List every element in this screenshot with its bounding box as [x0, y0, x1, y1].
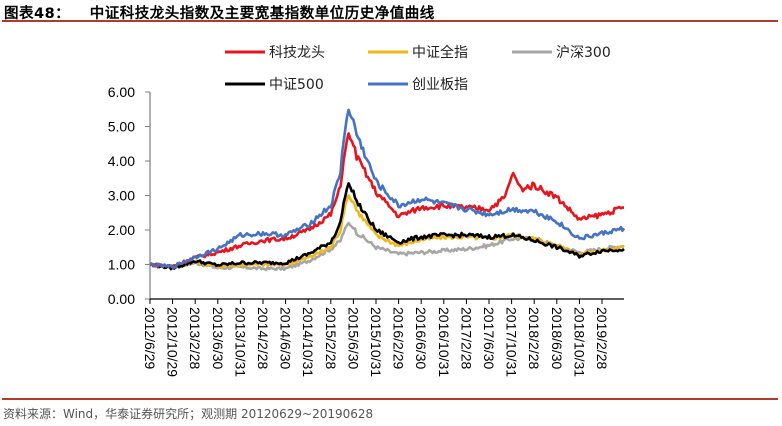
- x-tick-label: 2015/6/30: [345, 307, 361, 369]
- x-tick-label: 2019/2/28: [594, 307, 610, 369]
- x-tick-label: 2014/2/28: [255, 307, 271, 369]
- legend-label: 科技龙头: [269, 45, 325, 61]
- series-line-2: [148, 194, 625, 270]
- y-tick-label: 0.00: [108, 291, 135, 307]
- x-tick-label: 2017/6/30: [481, 307, 497, 369]
- x-tick-label: 2017/10/31: [504, 307, 520, 377]
- chart-legend: 科技龙头 中证全指 沪深300 中证500 创业板指: [225, 44, 611, 93]
- x-tick-label: 2016/10/31: [436, 307, 452, 377]
- series-line-3: [149, 182, 625, 271]
- figure-label: 图表48：: [4, 6, 71, 22]
- legend-label: 创业板指: [412, 77, 468, 93]
- y-tick-label: 2.00: [108, 222, 135, 238]
- x-tick-label: 2015/10/31: [368, 307, 384, 377]
- x-tick-label: 2014/10/31: [300, 307, 316, 377]
- chart-series: [148, 108, 626, 272]
- x-tick-label: 2018/6/30: [549, 307, 565, 369]
- source-note: 资料来源：Wind，华泰证券研究所；观测期 20120629~20190628: [3, 407, 374, 421]
- y-tick-label: 4.00: [108, 153, 135, 169]
- x-tick-label: 2012/6/29: [142, 307, 158, 369]
- y-tick-label: 5.00: [108, 119, 135, 135]
- title-rule: [2, 20, 778, 22]
- x-tick-label: 2017/2/28: [458, 307, 474, 369]
- x-tick-label: 2013/6/30: [210, 307, 226, 369]
- legend-label: 沪深300: [556, 45, 611, 61]
- y-tick-label: 1.00: [108, 257, 135, 273]
- y-tick-label: 3.00: [108, 188, 135, 204]
- x-axis: 2012/6/29 2012/10/29 2013/2/28 2013/6/30 201…: [142, 298, 624, 377]
- x-tick-label: 2012/10/29: [165, 307, 181, 377]
- x-tick-label: 2015/2/28: [323, 307, 339, 369]
- y-tick-label: 6.00: [108, 84, 135, 100]
- x-tick-label: 2016/2/29: [391, 307, 407, 369]
- x-tick-label: 2016/6/30: [413, 307, 429, 369]
- figure-title-text: 中证科技龙头指数及主要宽基指数单位历史净值曲线: [89, 6, 435, 22]
- x-tick-label: 2013/10/31: [232, 307, 248, 377]
- footer-rule: [2, 398, 778, 400]
- x-tick-label: 2018/10/31: [571, 307, 587, 377]
- x-tick-label: 2018/2/28: [526, 307, 542, 369]
- x-tick-label: 2014/6/30: [278, 307, 294, 369]
- series-line-5: [149, 108, 626, 269]
- legend-label: 中证500: [269, 77, 324, 93]
- figure-title: 图表48： 中证科技龙头指数及主要宽基指数单位历史净值曲线: [4, 2, 435, 23]
- legend-label: 中证全指: [412, 44, 468, 61]
- series-line-4: [149, 132, 624, 268]
- y-axis: 0.00 1.00 2.00 3.00 4.00 5.00 6.00: [108, 84, 151, 307]
- x-tick-label: 2013/2/28: [187, 307, 203, 369]
